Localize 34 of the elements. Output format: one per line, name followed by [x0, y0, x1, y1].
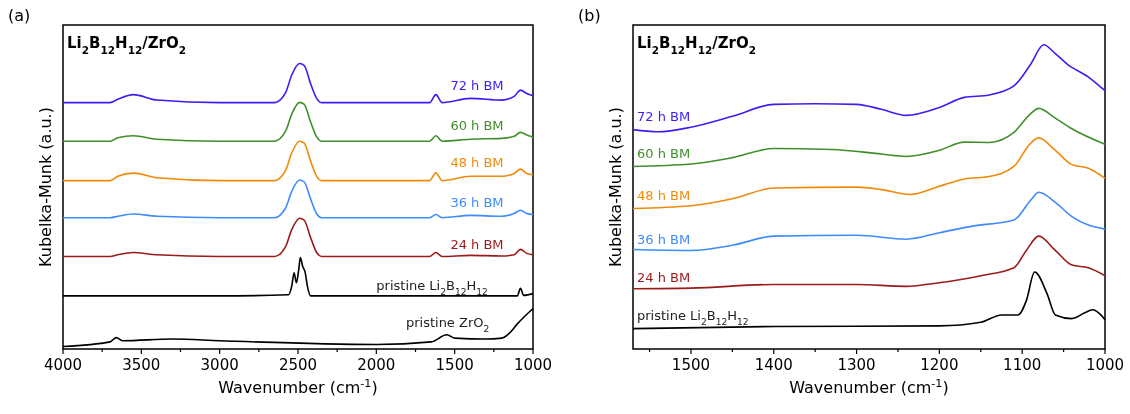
x-tick-label: 1100	[1003, 356, 1042, 374]
x-tick-label: 2500	[278, 356, 318, 374]
series-label: 60 h BM	[450, 118, 504, 134]
series-label: 24 h BM	[637, 270, 691, 286]
x-tick-label: 1000	[513, 356, 553, 374]
chart-title: Li$_{2}$B$_{12}$H$_{12}$/ZrO$_{2}$	[637, 34, 757, 56]
x-tick-label: 1500	[671, 356, 711, 374]
text: (b)	[578, 6, 601, 25]
text: (a)	[8, 6, 31, 25]
x-tick-label: 1000	[1085, 356, 1125, 374]
x-axis-title: Wavenumber (cm$^{-1}$)	[218, 376, 378, 397]
x-tick-label: 1200	[920, 356, 959, 374]
series-label: pristine Li$_{2}$B$_{12}$H$_{12}$	[637, 308, 749, 328]
x-tick-label: 4000	[43, 356, 83, 374]
x-tick-label: 3000	[200, 356, 239, 374]
x-tick-label: 1300	[837, 356, 876, 374]
y-axis-title: Kubelka-Munk (a.u.)	[606, 107, 625, 267]
series-label: 60 h BM	[637, 146, 691, 162]
series-label: pristine ZrO$_{2}$	[405, 315, 490, 335]
series-label: 36 h BM	[637, 231, 691, 247]
series-label: 48 h BM	[637, 187, 691, 203]
series-label: 72 h BM	[637, 109, 691, 125]
x-tick-label: 2000	[357, 356, 396, 374]
x-tick-label: 3500	[122, 356, 161, 374]
series-label: 24 h BM	[450, 236, 504, 252]
series-label: 48 h BM	[450, 155, 504, 171]
series-label: pristine Li$_{2}$B$_{12}$H$_{12}$	[376, 277, 488, 297]
chart-title: Li$_{2}$B$_{12}$H$_{12}$/ZrO$_{2}$	[67, 34, 187, 56]
x-axis-title: Wavenumber (cm$^{-1}$)	[789, 376, 949, 397]
series-label: 36 h BM	[450, 195, 504, 211]
x-tick-label: 1400	[754, 356, 793, 374]
y-axis-title: Kubelka-Munk (a.u.)	[36, 107, 55, 267]
x-tick-label: 1500	[435, 356, 474, 374]
series-label: 72 h BM	[450, 78, 504, 94]
